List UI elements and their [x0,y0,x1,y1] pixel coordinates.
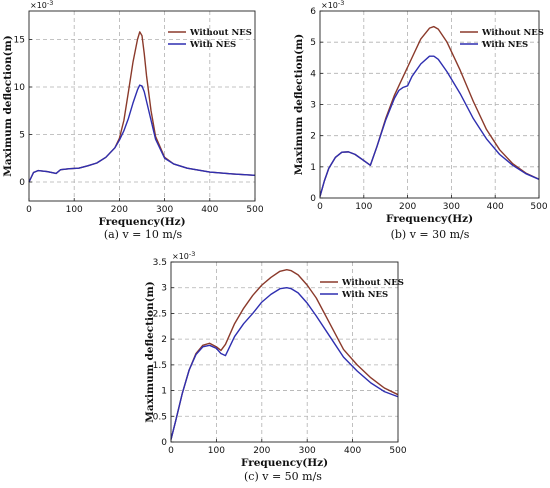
y-exponent-label: ×10-3 [321,0,344,10]
x-tick-label: 400 [344,446,361,456]
legend-label: Without NES [189,28,252,38]
x-tick-label: 0 [26,205,32,215]
y-tick-label: 1.5 [153,361,167,371]
series-line-with-nes [28,84,256,183]
y-tick-label: 1 [161,387,167,397]
y-tick-label: 2 [310,132,316,142]
x-axis-label: Frequency(Hz) [241,457,328,469]
y-tick-label: 1 [310,163,316,173]
legend-label: With NES [481,40,528,50]
y-exponent-power: -3 [338,0,344,7]
x-tick-label: 400 [201,205,218,215]
y-exponent-power: -3 [47,0,53,7]
y-tick-label: 4 [310,69,316,79]
series-line-without-nes [170,269,399,440]
y-tick-label: 5 [310,38,316,48]
x-axis-label: Frequency(Hz) [98,216,185,228]
x-tick-label: 100 [355,202,372,212]
panel-caption: (a) v = 10 m/s [104,228,183,241]
series-line-with-nes [170,287,399,440]
y-tick-label: 0.5 [153,412,167,422]
x-tick-label: 300 [443,202,460,212]
legend-label: Without NES [481,28,544,38]
y-tick-label: 6 [310,7,316,17]
y-tick-label: 0 [161,438,167,448]
y-tick-label: 2.5 [153,309,167,319]
x-tick-label: 500 [246,205,263,215]
x-tick-label: 500 [530,202,547,212]
chart-panel-3: 0 100 200 300 400 500 0 0.5 1 1.5 2 2.5 3 3.5 ×10-3 Fre… [144,250,407,483]
plot-frame [170,261,399,443]
panel-caption: (c) v = 50 m/s [244,470,322,483]
chart-panel-2: 0 100 200 300 400 500 0 1 2 3 4 5 6 ×10-3 Frequency(Hz… [293,0,548,241]
x-tick-label: 300 [156,205,173,215]
x-tick-label: 200 [399,202,416,212]
y-tick-label: 3 [161,284,167,294]
y-tick-label: 0 [19,178,25,188]
series-line-without-nes [28,31,256,183]
x-tick-label: 0 [168,446,174,456]
x-tick-label: 100 [208,446,225,456]
y-tick-label: 10 [14,83,26,93]
y-exponent-label: ×10-3 [30,0,53,10]
y-tick-label: 5 [19,131,25,141]
y-axis-label: Maximum deflection(m) [2,35,14,176]
legend-label: Without NES [341,278,404,288]
y-tick-label: 2 [161,335,167,345]
x-tick-label: 100 [66,205,83,215]
x-tick-label: 300 [299,446,316,456]
x-tick-label: 400 [487,202,504,212]
x-tick-label: 200 [253,446,270,456]
legend-label: With NES [341,290,388,300]
panel-caption: (b) v = 30 m/s [391,228,470,241]
series-line-with-nes [319,55,540,197]
y-tick-label: 15 [14,36,25,46]
y-tick-label: 3.5 [153,258,167,268]
y-tick-label: 0 [310,194,316,204]
x-tick-label: 0 [317,202,323,212]
y-axis-label: Maximum deflection(m) [293,34,305,175]
x-tick-label: 500 [389,446,406,456]
y-axis-label: Maximum deflection(m) [144,281,156,422]
y-exponent-label: ×10-3 [172,250,195,261]
series-line-without-nes [319,25,540,197]
x-axis-label: Frequency(Hz) [386,213,473,225]
chart-panel-1: 0 100 200 300 400 500 0 5 10 15 ×10-3 Frequency(Hz)… [2,0,264,241]
plot-frame [28,10,256,202]
y-tick-label: 3 [310,101,316,111]
y-exponent-power: -3 [189,250,195,258]
x-tick-label: 200 [111,205,128,215]
legend-label: With NES [189,40,236,50]
